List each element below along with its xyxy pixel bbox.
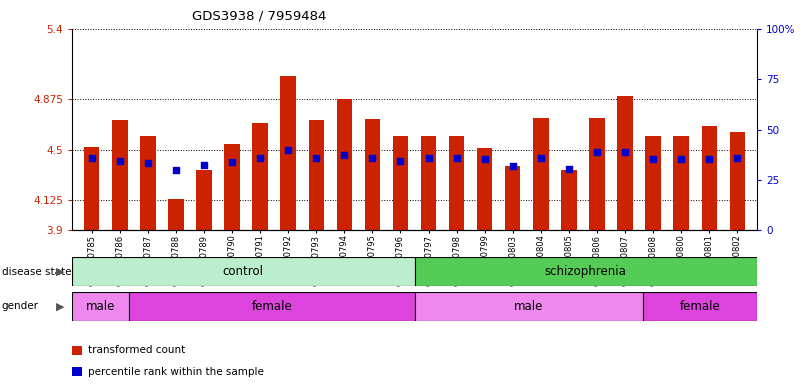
Point xyxy=(226,159,239,165)
Text: control: control xyxy=(223,265,264,278)
Text: male: male xyxy=(86,300,115,313)
Bar xyxy=(642,292,757,321)
Bar xyxy=(129,292,415,321)
Bar xyxy=(618,96,633,230)
Point xyxy=(674,156,687,162)
Point xyxy=(366,155,379,161)
Point xyxy=(422,155,435,161)
Bar xyxy=(646,136,661,230)
Point xyxy=(478,156,491,162)
Bar xyxy=(84,147,99,230)
Bar xyxy=(364,119,380,230)
Bar xyxy=(72,292,129,321)
Bar xyxy=(415,257,757,286)
Bar xyxy=(168,200,183,230)
Bar xyxy=(72,257,415,286)
Text: transformed count: transformed count xyxy=(88,345,185,356)
Bar xyxy=(415,292,642,321)
Point xyxy=(282,147,295,153)
Point xyxy=(534,155,547,161)
Text: gender: gender xyxy=(2,301,38,311)
Bar xyxy=(280,76,296,230)
Text: male: male xyxy=(514,300,543,313)
Bar xyxy=(562,170,577,230)
Text: female: female xyxy=(679,300,720,313)
Point xyxy=(338,152,351,158)
Point xyxy=(310,155,323,161)
Bar xyxy=(449,136,465,230)
Text: ▶: ▶ xyxy=(56,266,65,277)
Point xyxy=(646,156,659,162)
Point xyxy=(142,160,155,166)
Bar xyxy=(140,136,155,230)
Bar xyxy=(224,144,239,230)
Bar xyxy=(421,136,437,230)
Text: percentile rank within the sample: percentile rank within the sample xyxy=(88,366,264,377)
Bar xyxy=(196,170,211,230)
Point xyxy=(590,149,603,156)
Point xyxy=(562,166,575,172)
Point xyxy=(114,157,127,164)
Bar xyxy=(392,136,409,230)
Point xyxy=(86,155,99,161)
Text: female: female xyxy=(252,300,292,313)
Bar xyxy=(477,149,493,230)
Text: GDS3938 / 7959484: GDS3938 / 7959484 xyxy=(192,10,327,23)
Text: disease state: disease state xyxy=(2,266,71,277)
Bar xyxy=(590,118,605,230)
Bar xyxy=(533,118,549,230)
Point xyxy=(254,155,267,161)
Point xyxy=(198,161,211,167)
Point xyxy=(506,163,519,169)
Text: schizophrenia: schizophrenia xyxy=(545,265,626,278)
Point xyxy=(394,157,407,164)
Bar xyxy=(505,166,521,230)
Bar xyxy=(308,120,324,230)
Bar xyxy=(730,132,745,230)
Bar xyxy=(702,126,717,230)
Point xyxy=(170,167,183,173)
Bar xyxy=(252,123,268,230)
Bar xyxy=(674,136,689,230)
Bar xyxy=(336,99,352,230)
Point xyxy=(731,155,743,161)
Text: ▶: ▶ xyxy=(56,301,65,311)
Bar xyxy=(112,120,127,230)
Point xyxy=(450,155,463,161)
Point xyxy=(702,156,715,162)
Point xyxy=(618,149,631,156)
